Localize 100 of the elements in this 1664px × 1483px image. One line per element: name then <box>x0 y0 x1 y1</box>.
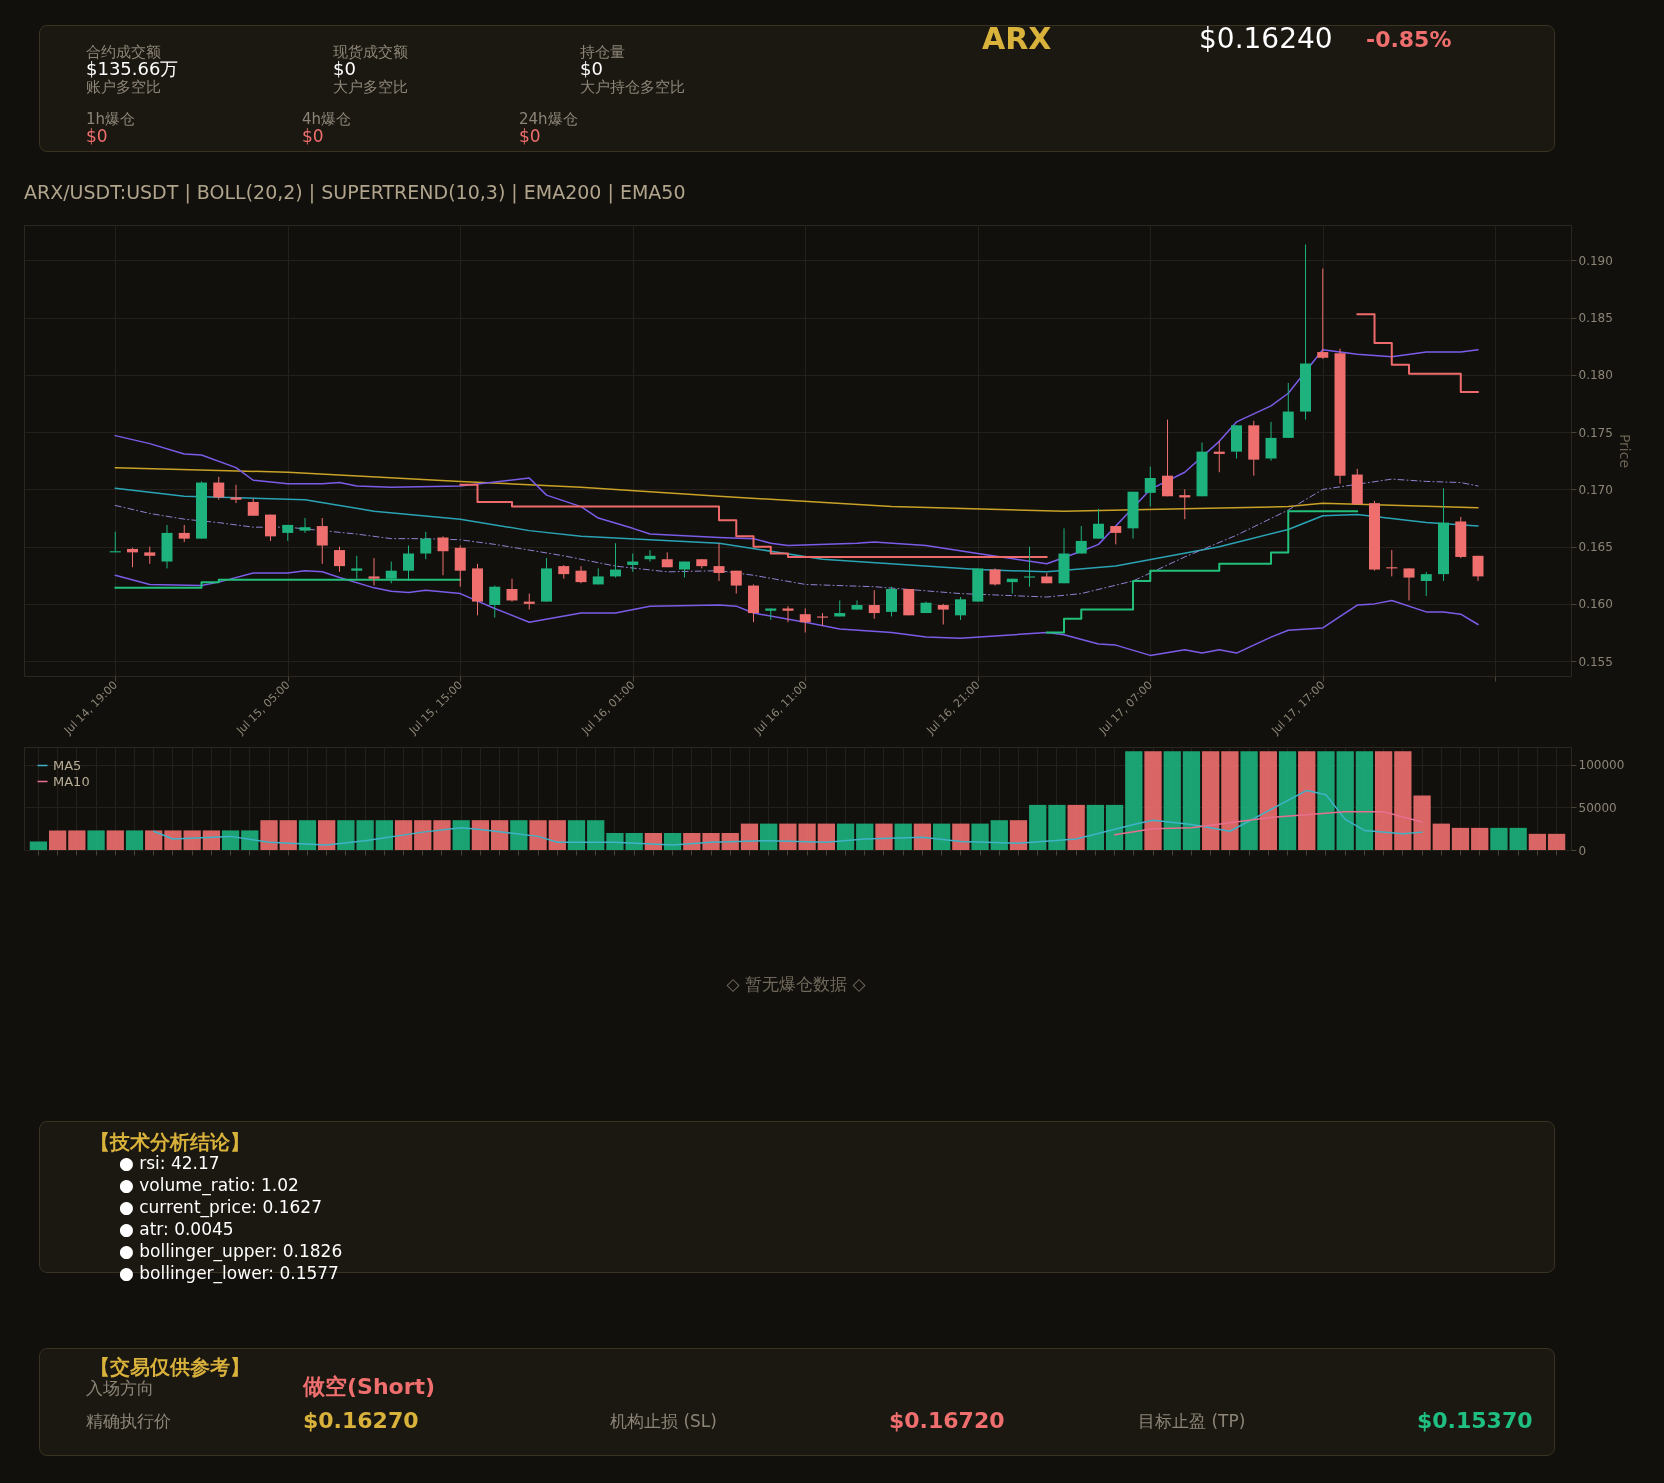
bar <box>183 830 201 850</box>
text: $0 <box>580 58 603 80</box>
bar <box>856 823 874 850</box>
text: 现货成交额 <box>333 42 408 61</box>
bar <box>932 823 951 850</box>
bar <box>663 832 682 850</box>
line-series <box>1113 810 1423 836</box>
text: 大户多空比 <box>333 77 408 96</box>
legend-label: MA10 <box>53 773 90 789</box>
bar <box>1336 751 1354 850</box>
candlestick <box>351 555 363 580</box>
candlestick <box>489 585 501 619</box>
candlestick <box>316 517 328 565</box>
bar <box>87 830 105 850</box>
candlestick <box>1317 268 1329 360</box>
candlestick <box>230 484 242 504</box>
bar <box>1528 833 1547 850</box>
bar <box>221 830 240 850</box>
bar <box>1240 751 1258 850</box>
bar <box>952 823 970 850</box>
text: 精确执行价 <box>86 1410 171 1431</box>
text: $0 <box>519 125 541 146</box>
y-tick-label: 0.185 <box>1578 311 1613 326</box>
text: $0.16240 <box>1199 21 1333 55</box>
bar <box>548 820 566 850</box>
candlestick <box>1024 546 1036 588</box>
bar <box>68 830 86 850</box>
bar <box>1029 804 1047 850</box>
y-tick-label: 0.180 <box>1578 368 1613 383</box>
bar <box>1355 751 1374 850</box>
bar <box>1009 820 1028 850</box>
text: ◇ 暂无爆仓数据 ◇ <box>726 973 866 994</box>
text: $135.66万 <box>86 58 179 80</box>
bar <box>202 830 221 850</box>
candlestick <box>955 596 967 621</box>
text: 合约成交额 <box>86 42 161 61</box>
text: 4h爆仓 <box>302 109 352 128</box>
candlestick <box>868 589 880 620</box>
text: 账户多空比 <box>86 77 161 96</box>
bar <box>1317 751 1335 850</box>
bar <box>394 820 413 850</box>
text: $0.16720 <box>889 1407 1005 1434</box>
bar <box>241 830 259 850</box>
text: 机构止损 (SL) <box>610 1410 717 1431</box>
candlestick <box>1162 419 1174 497</box>
bar <box>318 820 336 850</box>
y-tick-label: 0.165 <box>1578 540 1613 555</box>
candlestick <box>1110 525 1122 545</box>
candlestick <box>1472 555 1484 582</box>
text: ARX <box>982 20 1052 56</box>
chart-title: ARX/USDT:USDT | BOLL(20,2) | SUPERTREND(10,3) | EMA200 | EMA50 <box>24 181 686 204</box>
text: 【交易仅供参考】 <box>90 1355 250 1379</box>
candlestick <box>265 514 276 542</box>
bar <box>1144 751 1162 850</box>
candlestick <box>403 545 415 582</box>
bar <box>1163 751 1181 850</box>
bar <box>452 820 470 850</box>
candlestick <box>1420 571 1432 597</box>
text: 1h爆仓 <box>86 109 136 128</box>
text: -0.85% <box>1366 26 1452 53</box>
bar <box>740 823 759 850</box>
bar <box>1413 795 1431 850</box>
bar <box>106 830 124 850</box>
candlestick <box>1144 466 1156 508</box>
bar <box>414 820 432 850</box>
candlestick <box>420 531 432 560</box>
bar <box>48 830 67 850</box>
bar <box>1105 804 1124 850</box>
bar <box>510 820 528 850</box>
y-tick-label: 0 <box>1578 843 1587 858</box>
bar <box>1547 833 1566 850</box>
bar <box>1221 751 1239 850</box>
candlestick <box>886 586 898 617</box>
bar <box>279 820 297 850</box>
bar <box>760 823 778 850</box>
bar <box>433 820 451 850</box>
text: 入场方向 <box>86 1377 154 1398</box>
bar <box>29 841 48 850</box>
text: 大户持仓多空比 <box>580 77 685 96</box>
line-series <box>152 789 1423 846</box>
candlestick <box>1265 421 1277 462</box>
text: 做空(Short) <box>303 1373 436 1400</box>
candlestick <box>937 603 949 625</box>
bar <box>1374 751 1393 850</box>
bar <box>1298 751 1316 850</box>
bar <box>529 820 547 850</box>
candlestick <box>213 476 225 501</box>
bar <box>1278 751 1297 850</box>
bar <box>1432 823 1450 850</box>
text: $0.16270 <box>303 1407 419 1434</box>
candlestick <box>437 535 449 576</box>
y-tick-label: 0.175 <box>1578 425 1613 440</box>
candlestick <box>1093 508 1105 540</box>
text: 24h爆仓 <box>519 109 578 128</box>
text: $0.15370 <box>1417 1407 1533 1434</box>
bar <box>587 820 605 850</box>
y-tick-label: 50000 <box>1578 800 1617 815</box>
candlestick <box>851 599 863 611</box>
text: ● volume_ratio: 1.02 <box>119 1174 299 1195</box>
candlestick <box>782 605 794 623</box>
